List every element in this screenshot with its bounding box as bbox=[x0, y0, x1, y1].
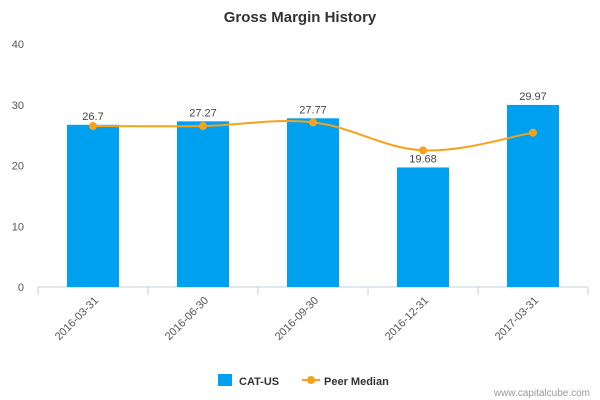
x-tick-label: 2016-12-31 bbox=[383, 295, 431, 343]
y-tick-label: 0 bbox=[18, 282, 24, 294]
y-tick-label: 10 bbox=[12, 221, 24, 233]
y-tick-label: 30 bbox=[12, 100, 24, 112]
peer-median-point bbox=[529, 128, 537, 137]
bar-data-label: 26.7 bbox=[82, 111, 103, 123]
peer-median-point bbox=[89, 122, 97, 131]
bar-cat-us bbox=[177, 121, 229, 287]
legend-label-cat-us: CAT-US bbox=[239, 376, 279, 388]
x-tick-label: 2017-03-31 bbox=[493, 295, 541, 343]
y-tick-label: 20 bbox=[12, 161, 24, 173]
credit-text: www.capitalcube.com bbox=[493, 388, 590, 399]
bar-data-label: 27.27 bbox=[189, 107, 217, 119]
legend-marker-peer-median bbox=[307, 376, 315, 384]
y-tick-label: 40 bbox=[12, 39, 24, 51]
y-axis: 0 10 20 30 40 bbox=[12, 39, 24, 294]
chart-title: Gross Margin History bbox=[224, 9, 377, 26]
x-tick-label: 2016-06-30 bbox=[163, 295, 211, 343]
legend-label-peer-median: Peer Median bbox=[324, 376, 389, 388]
bar-cat-us bbox=[397, 167, 449, 287]
bar-data-label: 19.68 bbox=[409, 153, 437, 165]
peer-median-point bbox=[199, 122, 207, 131]
bar-data-label: 27.77 bbox=[299, 104, 327, 116]
x-tick-label: 2016-03-31 bbox=[53, 295, 101, 343]
peer-median-point bbox=[419, 146, 427, 155]
x-tick-label: 2016-09-30 bbox=[273, 295, 321, 343]
peer-median-layer bbox=[89, 118, 537, 155]
peer-median-point bbox=[309, 118, 317, 127]
bar-cat-us bbox=[67, 124, 119, 287]
legend: CAT-US Peer Median bbox=[218, 374, 389, 388]
bars-layer: 26.7 27.27 27.77 19.68 29.97 bbox=[67, 91, 559, 288]
bar-cat-us bbox=[287, 118, 339, 288]
legend-swatch-cat-us bbox=[218, 374, 232, 386]
x-axis: 2016-03-31 2016-06-30 2016-09-30 2016-12-31… bbox=[37, 287, 589, 343]
bar-data-label: 29.97 bbox=[519, 91, 547, 103]
